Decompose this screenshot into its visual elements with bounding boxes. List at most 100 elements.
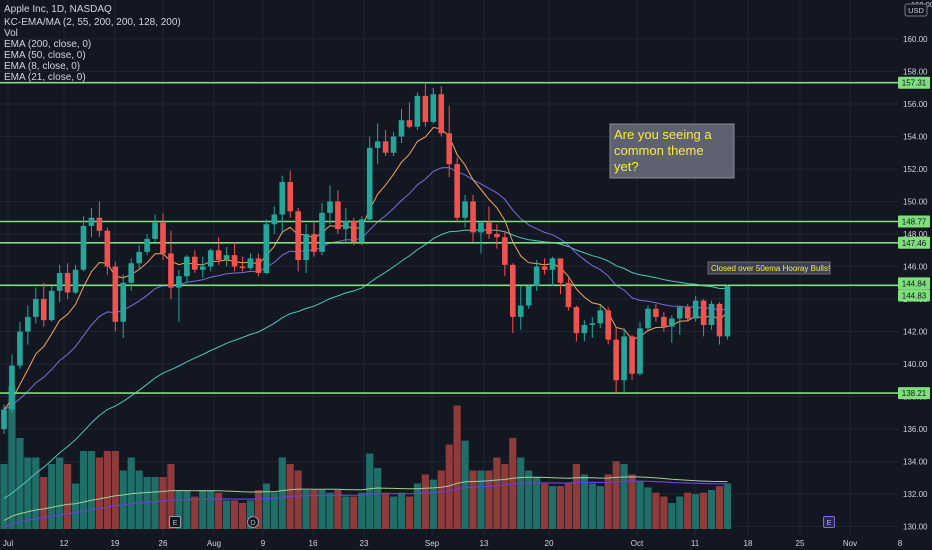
candle-body[interactable]: [517, 305, 524, 317]
candle-body[interactable]: [716, 303, 723, 337]
legend-indicator-vol[interactable]: Vol: [4, 28, 18, 39]
legend-indicator-ema-21[interactable]: EMA (21, close, 0): [4, 72, 86, 83]
candle-body[interactable]: [597, 310, 604, 324]
candle-body[interactable]: [676, 307, 683, 319]
price-level-badge[interactable]: [898, 289, 930, 302]
candle-body[interactable]: [56, 273, 63, 291]
candle-body[interactable]: [96, 217, 103, 231]
candle-body[interactable]: [565, 282, 572, 308]
candle-body[interactable]: [708, 303, 715, 325]
candle-body[interactable]: [17, 331, 23, 366]
legend-indicator-ema-50[interactable]: EMA (50, close, 0): [4, 50, 86, 61]
candle-body[interactable]: [366, 147, 373, 220]
candle-body[interactable]: [374, 141, 381, 148]
earnings-marker-icon[interactable]: [823, 516, 835, 528]
candle-body[interactable]: [9, 365, 15, 410]
candle-body[interactable]: [80, 225, 87, 270]
price-axis[interactable]: 162.00 USD 160.00158.00156.00154.00152.0…: [898, 0, 932, 536]
candle-body[interactable]: [422, 95, 429, 122]
candle-body[interactable]: [88, 217, 95, 226]
candle-body[interactable]: [589, 323, 596, 325]
candle-body[interactable]: [684, 307, 691, 319]
candle-body[interactable]: [136, 251, 142, 264]
candle-body[interactable]: [398, 120, 405, 137]
candle-body[interactable]: [462, 201, 468, 218]
callout-box[interactable]: [609, 123, 735, 179]
candle-body[interactable]: [557, 258, 564, 283]
candlestick-series[interactable]: [1, 82, 731, 434]
candle-body[interactable]: [72, 269, 79, 293]
candle-body[interactable]: [343, 221, 349, 230]
candle-body[interactable]: [48, 290, 55, 321]
candle-body[interactable]: [446, 133, 452, 165]
note-box[interactable]: [707, 261, 831, 275]
candle-body[interactable]: [239, 266, 246, 269]
candle-body[interactable]: [351, 221, 357, 243]
candle-body[interactable]: [215, 250, 222, 260]
candle-body[interactable]: [541, 266, 548, 270]
candle-body[interactable]: [510, 264, 516, 317]
candle-body[interactable]: [430, 94, 437, 122]
candle-body[interactable]: [653, 308, 659, 317]
candle-body[interactable]: [502, 237, 508, 265]
candle-body[interactable]: [160, 222, 166, 254]
candle-body[interactable]: [494, 234, 500, 238]
candle-body[interactable]: [199, 266, 206, 270]
candle-body[interactable]: [724, 286, 731, 337]
candle-body[interactable]: [25, 316, 31, 332]
candle-body[interactable]: [621, 336, 627, 381]
price-level-badge[interactable]: [898, 277, 930, 290]
candle-body[interactable]: [486, 222, 492, 234]
candle-body[interactable]: [645, 308, 651, 329]
candle-body[interactable]: [192, 256, 198, 270]
price-level-badge[interactable]: [898, 236, 930, 249]
earnings-marker-icon[interactable]: [169, 516, 181, 528]
legend-title[interactable]: Apple Inc, 1D, NASDAQ: [4, 4, 112, 15]
candle-body[interactable]: [263, 224, 270, 273]
candle-body[interactable]: [358, 219, 365, 243]
candle-body[interactable]: [223, 255, 230, 260]
candle-body[interactable]: [382, 141, 389, 153]
candle-body[interactable]: [184, 256, 190, 277]
legend-indicator-ema-8[interactable]: EMA (8, close, 0): [4, 61, 81, 72]
candle-body[interactable]: [295, 211, 301, 260]
candle-body[interactable]: [406, 120, 413, 127]
candle-body[interactable]: [176, 276, 182, 288]
candle-body[interactable]: [573, 307, 580, 334]
price-level-badge[interactable]: [898, 215, 930, 228]
candle-body[interactable]: [207, 250, 214, 267]
candle-body[interactable]: [390, 136, 397, 153]
candle-body[interactable]: [104, 230, 111, 267]
candle-body[interactable]: [335, 201, 341, 230]
candle-body[interactable]: [605, 310, 611, 340]
candle-body[interactable]: [279, 182, 286, 215]
currency-badge[interactable]: [904, 3, 928, 17]
candle-body[interactable]: [700, 300, 707, 325]
annotation-layer[interactable]: Are you seeing a common theme yet? Close…: [609, 123, 831, 275]
candle-body[interactable]: [629, 336, 635, 374]
candle-body[interactable]: [247, 258, 254, 269]
candle-body[interactable]: [255, 258, 262, 273]
candle-body[interactable]: [454, 164, 460, 218]
candle-body[interactable]: [478, 222, 484, 233]
candle-body[interactable]: [692, 300, 699, 319]
dividend-marker-icon[interactable]: [247, 516, 259, 528]
candle-body[interactable]: [327, 201, 333, 213]
candle-body[interactable]: [311, 234, 317, 252]
candle-body[interactable]: [1, 409, 7, 430]
candle-body[interactable]: [637, 328, 643, 374]
legend-indicator-kc-ema[interactable]: KC-EMA/MA (2, 55, 200, 200, 128, 200): [4, 17, 181, 28]
candle-body[interactable]: [33, 299, 39, 317]
candle-body[interactable]: [168, 253, 174, 288]
candle-body[interactable]: [231, 255, 238, 267]
candle-body[interactable]: [128, 263, 134, 283]
candle-body[interactable]: [303, 234, 309, 260]
candle-body[interactable]: [271, 214, 278, 225]
candle-body[interactable]: [661, 316, 667, 327]
candle-body[interactable]: [613, 339, 619, 381]
legend-indicator-ema-200[interactable]: EMA (200, close, 0): [4, 39, 92, 50]
price-level-badge[interactable]: [898, 387, 930, 400]
candle-body[interactable]: [64, 273, 71, 293]
